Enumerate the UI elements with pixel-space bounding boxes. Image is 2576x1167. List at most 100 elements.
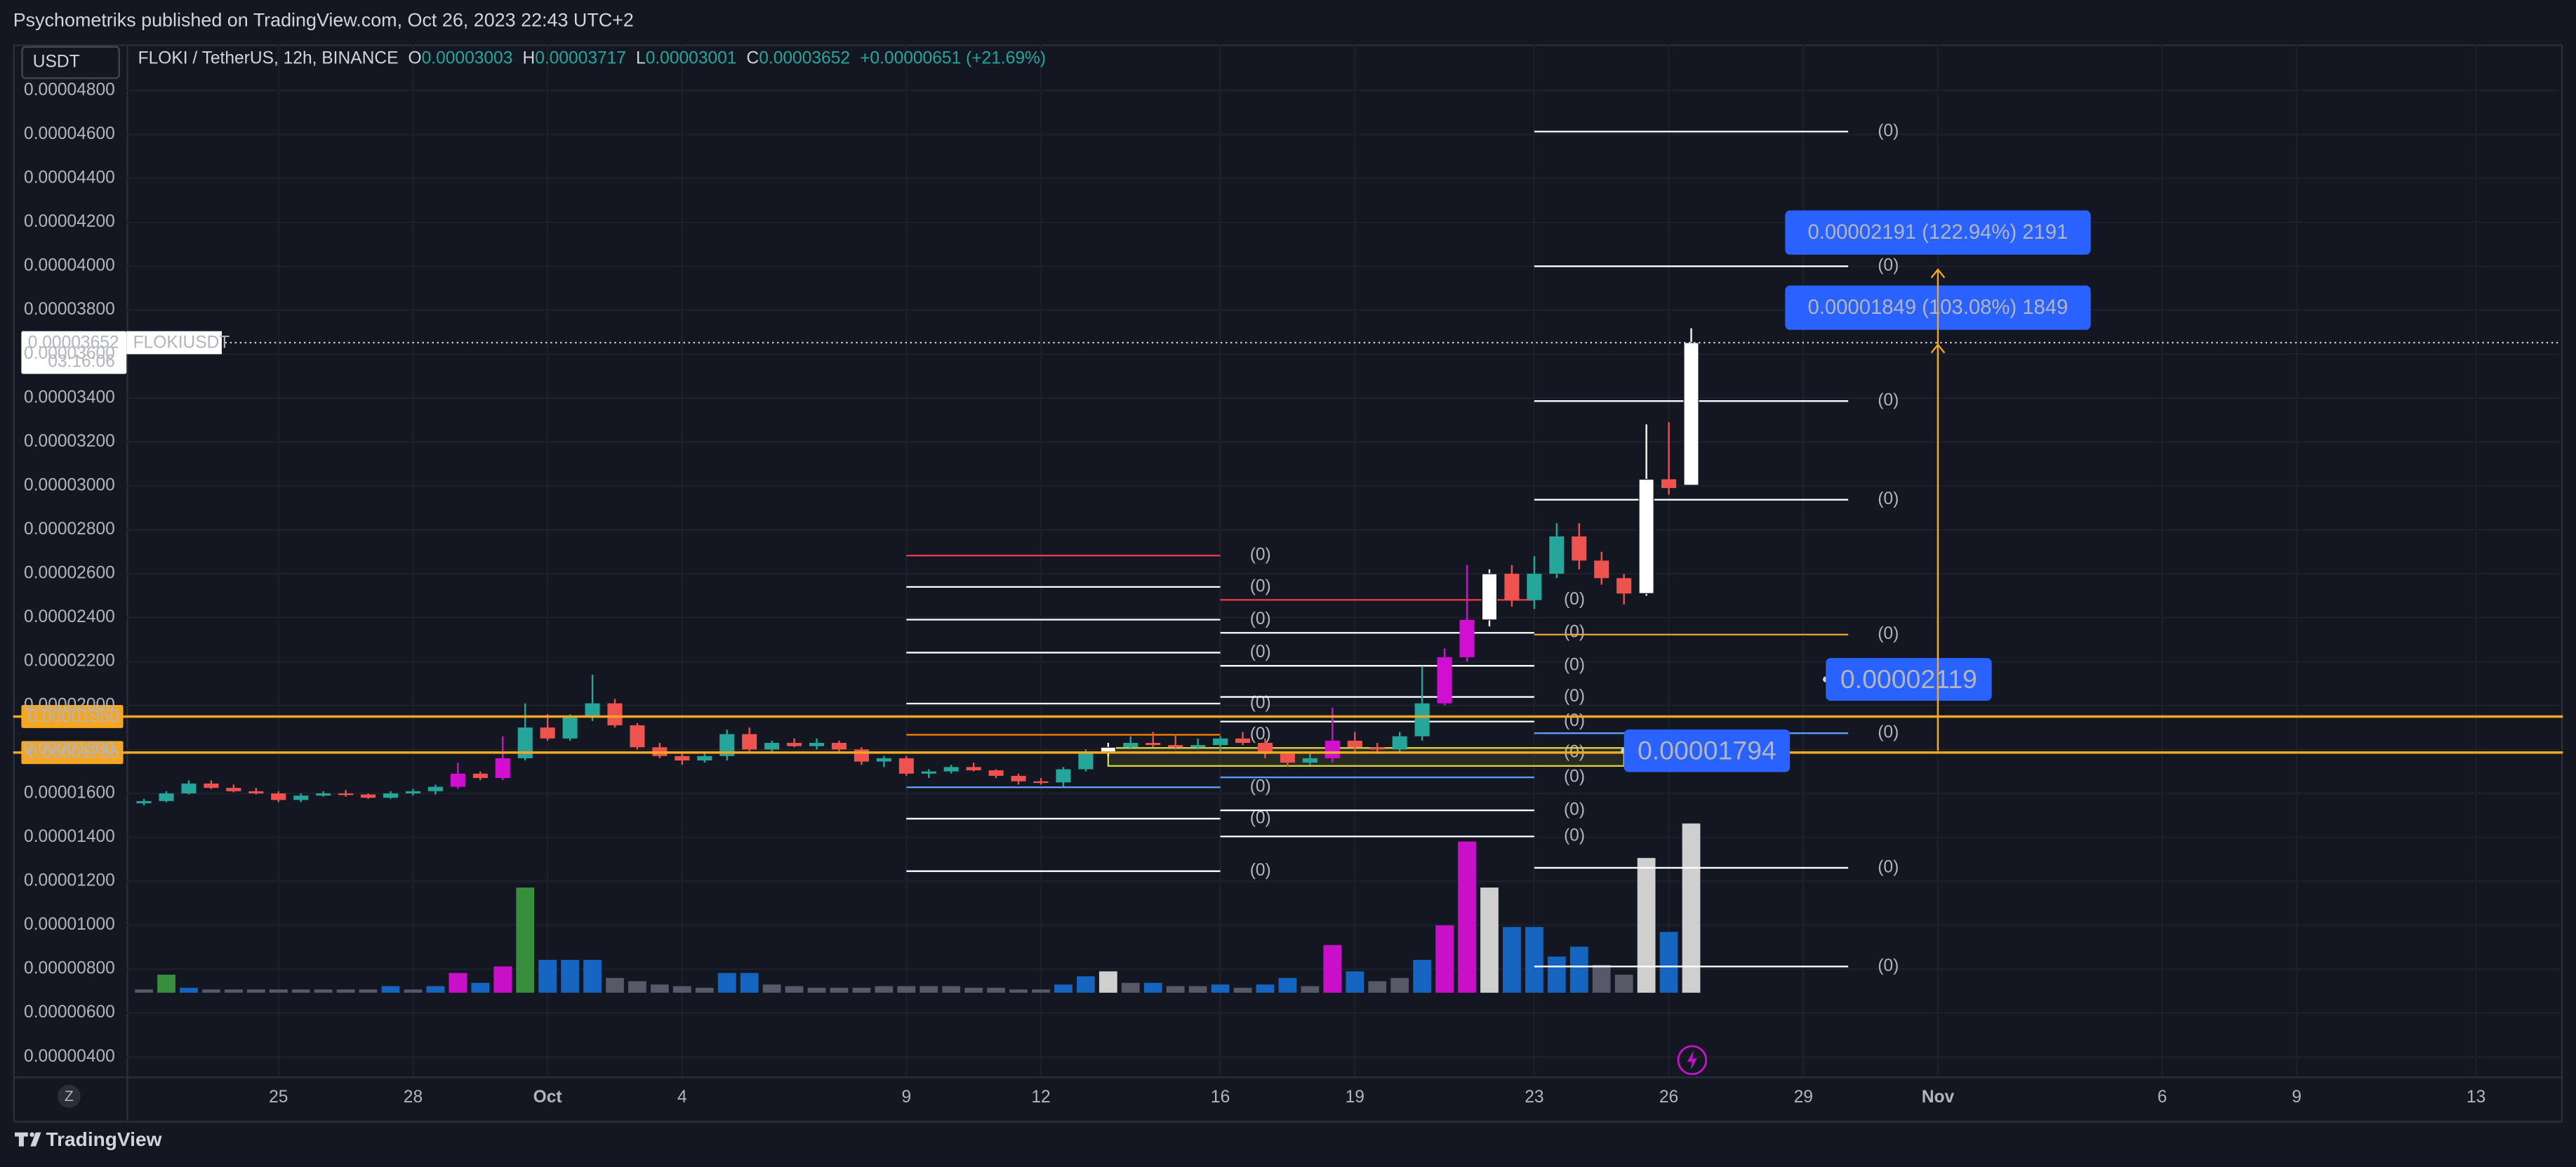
symbol-box	[126, 331, 222, 355]
last-price-box	[21, 331, 127, 374]
level-label: (0)	[1564, 656, 1585, 675]
x-tick-label: 6	[2158, 1088, 2167, 1107]
candle-body	[1257, 742, 1273, 754]
volume-bar	[336, 989, 355, 993]
candle-body	[1414, 703, 1430, 737]
currency-box[interactable]	[21, 46, 120, 79]
legend-open: 0.00003003	[422, 49, 513, 68]
x-tick-label: Nov	[1922, 1088, 1955, 1107]
volume-bar	[919, 986, 938, 993]
volume-bar	[516, 888, 535, 993]
candle-body	[1661, 479, 1677, 489]
level-label: (0)	[1250, 546, 1271, 565]
volume-bar	[651, 984, 669, 993]
candle-body	[427, 786, 443, 791]
candle-body	[1235, 738, 1251, 743]
candle-body	[719, 734, 735, 756]
price-label: 0.00002119	[1840, 664, 1977, 694]
candle-body	[876, 758, 891, 762]
y-tick-label: 0.00001200	[24, 871, 115, 890]
candle-body	[943, 767, 959, 772]
volume-bar	[1435, 925, 1454, 993]
volume-bar	[1413, 959, 1431, 993]
candle-body	[1146, 742, 1161, 746]
y-tick-label: 0.00002000	[24, 695, 115, 714]
level-label: (0)	[1250, 808, 1271, 827]
x-tick-label: 19	[1346, 1088, 1365, 1107]
measure-label: 0.00002191 (122.94%) 2191	[1808, 221, 2069, 244]
axis-marker-label: 0.00001786	[28, 743, 119, 762]
event-icon[interactable]	[1677, 1045, 1708, 1076]
y-tick-label: 0.00004400	[24, 169, 115, 187]
candle-body	[1616, 578, 1632, 594]
candle-body	[361, 794, 376, 798]
x-tick-label: 16	[1211, 1088, 1230, 1107]
legend-c: C	[747, 49, 759, 68]
volume-bar	[964, 987, 983, 993]
level-label: (0)	[1564, 623, 1585, 642]
y-tick-label: 0.00004000	[24, 256, 115, 275]
candle-body	[787, 742, 802, 746]
y-tick-label: 0.00002600	[24, 564, 115, 583]
candle-body	[1011, 775, 1026, 782]
volume-bar	[740, 972, 759, 993]
drawings: (0) (0) (0) (0) (0) (0) (0) (0) (0) (0) (0) (0) (0) (…	[906, 121, 1899, 975]
volume-bar	[628, 981, 646, 993]
volume-bar	[875, 986, 894, 993]
level-label: (0)	[1250, 576, 1271, 595]
candle-body	[697, 756, 712, 761]
candle-body	[1078, 751, 1094, 770]
reset-label[interactable]: Z	[65, 1088, 74, 1105]
level-label: (0)	[1878, 857, 1899, 876]
level-label: (0)	[1564, 826, 1585, 845]
candle-body	[1527, 574, 1542, 600]
volume-bar	[1166, 986, 1185, 993]
volume-bar	[135, 989, 153, 993]
x-tick-label: 9	[901, 1088, 911, 1107]
level-label: (0)	[1878, 121, 1899, 140]
reset-button[interactable]	[57, 1084, 81, 1108]
volume-bar	[695, 987, 714, 993]
volume-bar	[1569, 947, 1588, 993]
volume-bar	[785, 986, 804, 993]
volume-bar	[246, 989, 265, 993]
candle-body	[1324, 740, 1340, 758]
volume-bar	[449, 972, 467, 993]
volume-bar	[1368, 981, 1387, 993]
x-tick-label: 29	[1794, 1088, 1813, 1107]
volume-bar	[180, 987, 198, 993]
level-label: (0)	[1878, 391, 1899, 410]
candle-body	[1213, 738, 1228, 746]
volume-bar	[717, 972, 736, 993]
y-tick-label: 0.00004200	[24, 212, 115, 231]
volume-bar	[404, 989, 423, 993]
volume-bar	[1637, 857, 1656, 993]
volume-bar	[1077, 976, 1095, 993]
level-label: (0)	[1250, 609, 1271, 628]
candle-body	[988, 770, 1004, 776]
candle-body	[316, 793, 331, 796]
candle-body	[1572, 536, 1587, 561]
candle-body	[831, 742, 847, 750]
logo-icon	[15, 1132, 41, 1147]
volume-bar	[1032, 989, 1050, 993]
y-tick-label: 0.00003000	[24, 475, 115, 494]
candle-body	[1392, 736, 1407, 750]
volume-bar	[1480, 888, 1499, 993]
volume-bar	[1503, 927, 1521, 993]
candle-body	[293, 796, 309, 800]
event-bolt	[1687, 1050, 1697, 1070]
countdown: 03:16:06	[48, 352, 115, 371]
range-box	[1107, 747, 1625, 767]
volume-bar	[807, 987, 826, 993]
currency[interactable]: USDT	[33, 53, 80, 72]
y-tick-label: 0.00000800	[24, 959, 115, 978]
x-tick-label: 25	[269, 1088, 288, 1107]
volume-bar	[1233, 987, 1252, 993]
y-tick-label: 0.00002200	[24, 652, 115, 671]
volume-bar	[1659, 932, 1678, 993]
level-label: (0)	[1564, 800, 1585, 819]
